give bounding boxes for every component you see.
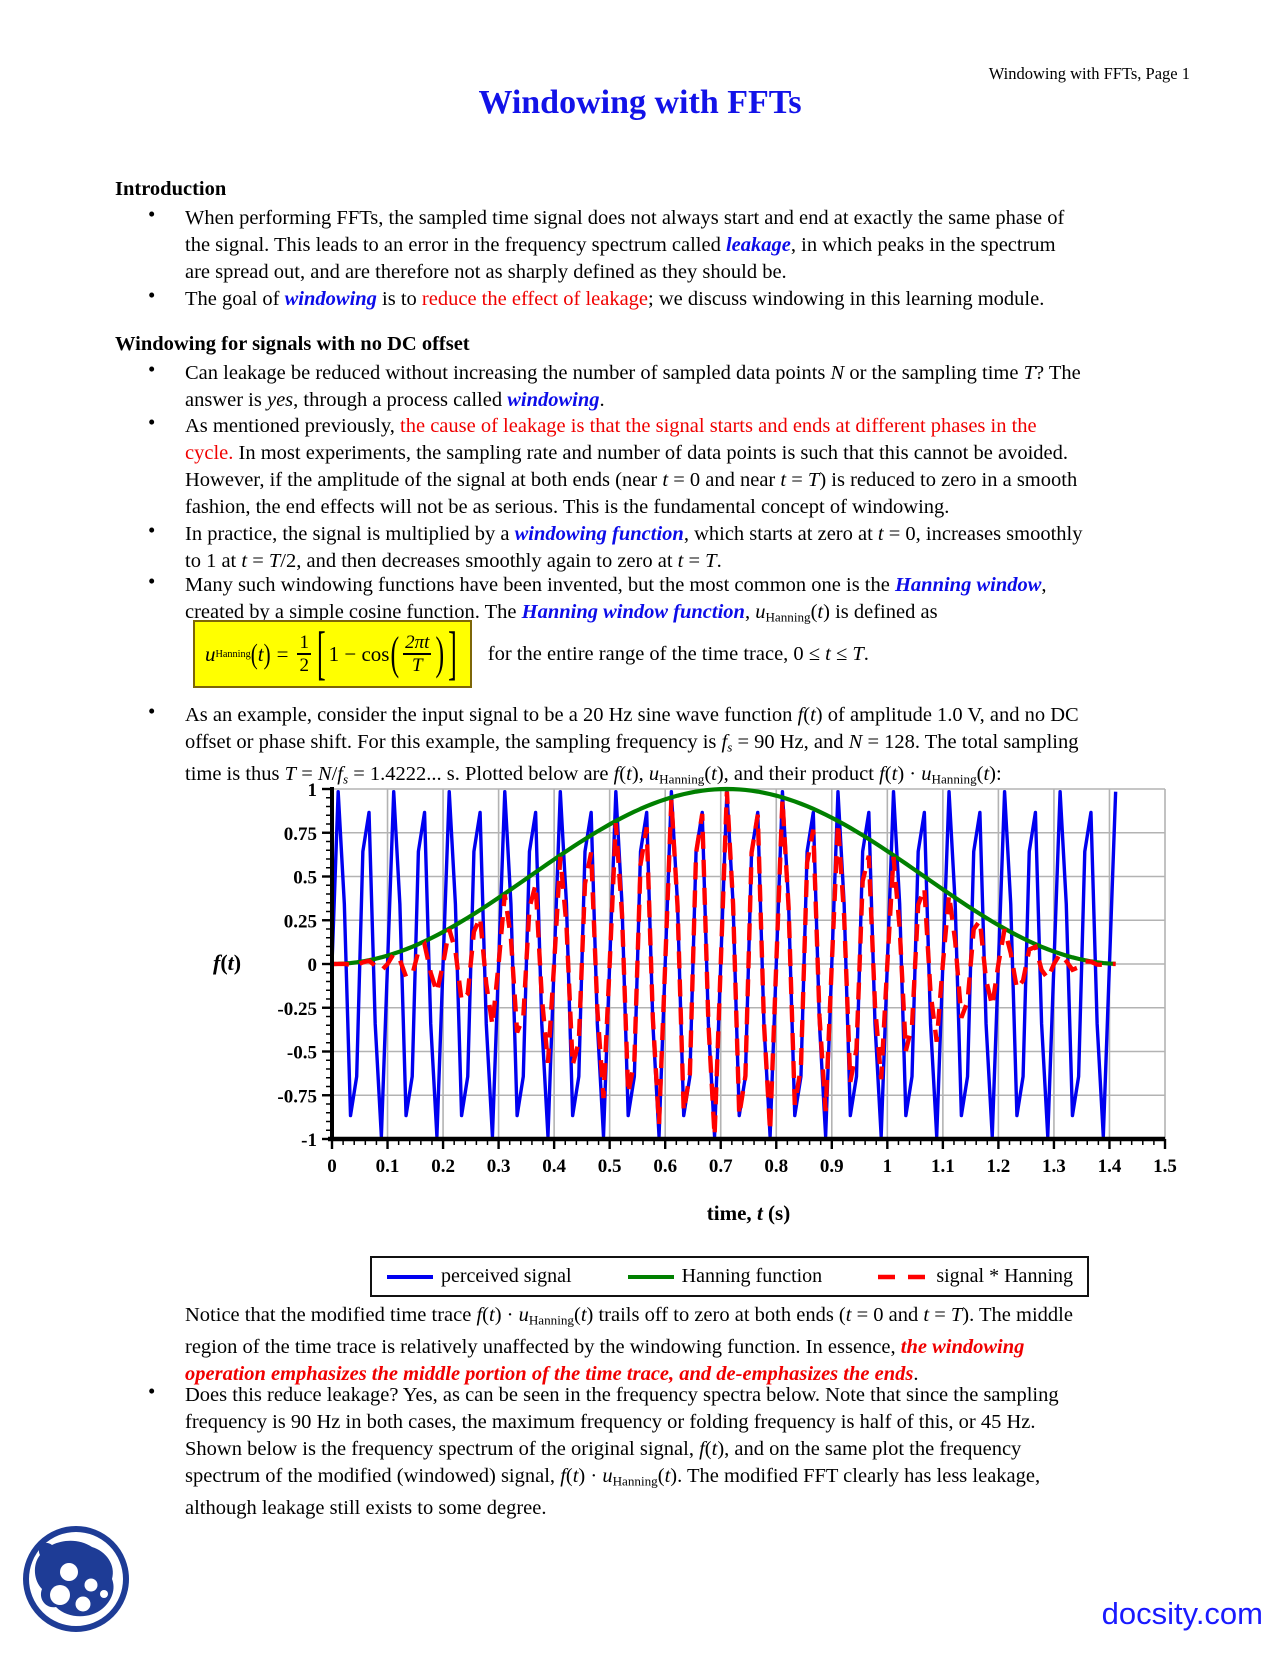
legend-item-perceived-signal: perceived signal: [386, 1265, 572, 1288]
bullet-marker: •: [148, 1379, 156, 1403]
svg-text:0.6: 0.6: [653, 1156, 677, 1177]
svg-text:1: 1: [883, 1156, 893, 1177]
notice-paragraph: Notice that the modified time trace f(t)…: [185, 1304, 1073, 1385]
footer-link[interactable]: docsity.com: [1101, 1596, 1263, 1631]
svg-text:1.2: 1.2: [987, 1156, 1011, 1177]
docsity-logo-graphic: [23, 1526, 129, 1632]
svg-text:-0.25: -0.25: [277, 999, 317, 1020]
bullet-marker: •: [148, 357, 156, 381]
svg-text:0.5: 0.5: [598, 1156, 622, 1177]
bullet-text: When performing FFTs, the sampled time s…: [185, 207, 1065, 283]
svg-text:1.1: 1.1: [931, 1156, 955, 1177]
formula-subscript: Hanning: [215, 648, 251, 660]
section-heading-windowing: Windowing for signals with no DC offset: [115, 333, 470, 355]
svg-text:0.7: 0.7: [709, 1156, 733, 1177]
bullet-item: • When performing FFTs, the sampled time…: [115, 202, 1220, 286]
formula-paren: ): [435, 627, 445, 680]
bullet-item: • As an example, consider the input sign…: [115, 699, 1220, 792]
bullet-item: • As mentioned previously, the cause of …: [115, 410, 1220, 521]
formula-paren: ): [263, 637, 271, 670]
legend-label: signal * Hanning: [936, 1265, 1073, 1287]
formula-bracket: [: [316, 619, 326, 687]
svg-text:1.5: 1.5: [1153, 1156, 1177, 1177]
svg-text:0: 0: [327, 1156, 337, 1177]
bullet-text: Does this reduce leakage? Yes, as can be…: [185, 1384, 1059, 1519]
legend-line-red-dashed: [878, 1274, 929, 1279]
svg-text:0: 0: [308, 955, 318, 976]
svg-text:0.2: 0.2: [431, 1156, 455, 1177]
formula-bracket: ]: [448, 619, 457, 687]
bullet-marker: •: [148, 569, 156, 593]
section-heading-introduction: Introduction: [115, 178, 227, 200]
svg-text:0.4: 0.4: [542, 1156, 566, 1177]
page-title: Windowing with FFTs: [478, 84, 802, 121]
svg-text:1.4: 1.4: [1098, 1156, 1122, 1177]
bullet-marker: •: [148, 283, 156, 307]
bullet-marker: •: [148, 699, 156, 723]
svg-text:0.25: 0.25: [284, 911, 317, 932]
formula-paren: (: [250, 637, 258, 670]
time-domain-chart: 0 0.1 0.2 0.3 0.4 0.5 0.6 0.7 0.8 0.9 1 1.1 1.2 1.3 1.…: [205, 745, 1185, 1250]
svg-text:1.3: 1.3: [1042, 1156, 1066, 1177]
svg-text:0.3: 0.3: [487, 1156, 511, 1177]
x-axis-title: time, t (s): [706, 1201, 791, 1225]
bullet-text: As mentioned previously, the cause of le…: [185, 415, 1078, 518]
bullet-text: As an example, consider the input signal…: [185, 704, 1079, 787]
legend-label: Hanning function: [681, 1265, 823, 1287]
legend-item-hanning-function: Hanning function: [627, 1265, 823, 1288]
bullet-item: • Does this reduce leakage? Yes, as can …: [115, 1379, 1220, 1522]
bullet-text: Many such windowing functions have been …: [185, 574, 1047, 625]
svg-text:0.8: 0.8: [764, 1156, 788, 1177]
y-axis-label: f(t): [213, 950, 242, 975]
bullet-item: • Many such windowing functions have bee…: [115, 569, 1220, 631]
formula-arg: t: [257, 641, 264, 666]
legend-item-signal-hanning: signal * Hanning: [877, 1265, 1073, 1288]
bullet-text: Can leakage be reduced without increasin…: [185, 362, 1081, 411]
legend-line-blue: [387, 1274, 433, 1279]
svg-text:-0.75: -0.75: [277, 1086, 317, 1107]
svg-text:0.75: 0.75: [284, 824, 317, 845]
bullet-marker: •: [148, 202, 156, 226]
legend-line-green: [627, 1274, 674, 1279]
bullet-item: • Can leakage be reduced without increas…: [115, 357, 1220, 414]
formula-cos-term: 1 − cos: [328, 641, 390, 666]
chart-plot-area: 0 0.1 0.2 0.3 0.4 0.5 0.6 0.7 0.8 0.9 1 1.1 1.2 1.3 1.…: [277, 780, 1177, 1177]
bullet-marker: •: [148, 518, 156, 542]
formula-fraction-cos: 2πt T: [403, 632, 432, 676]
svg-text:1: 1: [308, 780, 318, 801]
bullet-marker: •: [148, 410, 156, 434]
docsity-logo: [21, 1523, 131, 1640]
bullet-item: • The goal of windowing is to reduce the…: [115, 283, 1220, 313]
svg-text:0.5: 0.5: [293, 868, 317, 889]
bullet-text: The goal of windowing is to reduce the e…: [185, 288, 1045, 310]
svg-text:-1: -1: [301, 1130, 317, 1151]
bullet-item: • In practice, the signal is multiplied …: [115, 518, 1220, 575]
formula-var: u: [205, 641, 216, 666]
svg-text:0.1: 0.1: [376, 1156, 400, 1177]
svg-text:0.9: 0.9: [820, 1156, 844, 1177]
formula-equals: =: [276, 641, 289, 666]
formula-paren: (: [390, 627, 400, 680]
legend-label: perceived signal: [441, 1265, 572, 1287]
page-header: Windowing with FFTs, Page 1: [988, 64, 1190, 83]
bullet-text: In practice, the signal is multiplied by…: [185, 523, 1083, 572]
formula-side-text: for the entire range of the time trace, …: [487, 642, 869, 665]
chart-legend: perceived signal Hanning function signal…: [370, 1256, 1089, 1297]
svg-text:-0.5: -0.5: [287, 1043, 317, 1064]
